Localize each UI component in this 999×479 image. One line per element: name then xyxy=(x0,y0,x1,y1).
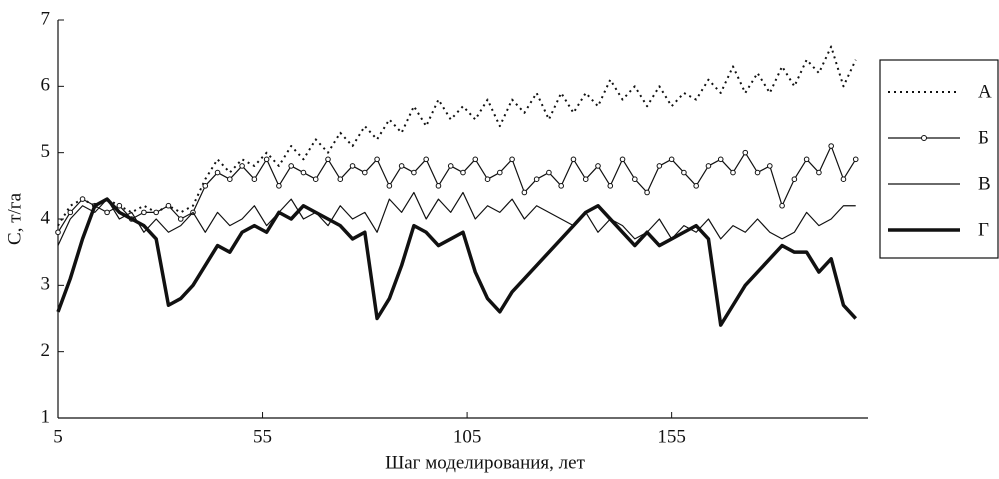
series-marker xyxy=(423,156,429,163)
legend-label: Г xyxy=(978,219,989,240)
series-marker xyxy=(668,156,675,163)
series-marker xyxy=(791,176,798,182)
series-marker xyxy=(276,183,282,189)
x-axis-label: Шаг моделирования, лет xyxy=(385,452,586,473)
series-line xyxy=(57,191,856,246)
series-marker xyxy=(472,156,479,163)
series-marker xyxy=(398,163,405,169)
series-marker xyxy=(435,183,442,189)
x-tick-label: 55 xyxy=(253,426,272,447)
y-tick-label: 6 xyxy=(41,75,51,96)
series-marker xyxy=(153,209,159,216)
series-marker xyxy=(595,163,601,169)
series-marker xyxy=(116,202,123,209)
series-marker xyxy=(177,216,184,222)
y-axis-label: C, т/га xyxy=(4,192,25,245)
series-marker xyxy=(693,183,699,189)
series-marker xyxy=(312,176,319,182)
series-marker xyxy=(509,156,515,163)
x-tick-label: 105 xyxy=(453,426,482,447)
series-marker xyxy=(214,169,221,176)
legend-marker xyxy=(921,135,927,141)
series-marker xyxy=(325,156,331,163)
series-line xyxy=(57,45,857,227)
series-marker xyxy=(533,176,540,182)
series-marker xyxy=(79,196,86,202)
series-marker xyxy=(582,176,589,182)
series-marker xyxy=(251,176,258,182)
series-marker xyxy=(803,156,810,163)
series-marker xyxy=(263,156,270,163)
series-marker xyxy=(705,163,712,169)
series-marker xyxy=(67,209,74,216)
series-marker xyxy=(411,169,417,176)
legend-box xyxy=(879,59,999,259)
series-line xyxy=(57,145,857,233)
series-marker xyxy=(300,169,307,176)
series-marker xyxy=(484,176,491,182)
series-marker xyxy=(730,169,736,176)
y-tick-label: 2 xyxy=(41,340,51,361)
series-marker xyxy=(754,169,761,176)
x-tick-label: 5 xyxy=(53,426,63,447)
series-marker xyxy=(288,163,294,169)
series-marker xyxy=(104,209,110,216)
series-marker xyxy=(141,209,147,216)
series-marker xyxy=(497,169,503,176)
series-marker xyxy=(202,183,209,189)
series-marker xyxy=(447,163,454,169)
x-tick-label: 155 xyxy=(657,426,686,447)
series-marker xyxy=(717,156,724,163)
legend-label: Б xyxy=(978,127,989,148)
series-marker xyxy=(374,156,380,163)
series-marker xyxy=(816,169,822,176)
series-marker xyxy=(570,156,577,163)
series-line xyxy=(56,197,858,327)
series-marker xyxy=(386,183,393,189)
series-marker xyxy=(767,163,773,169)
series-marker xyxy=(349,163,356,169)
y-tick-label: 3 xyxy=(41,274,51,295)
series-marker xyxy=(607,183,614,189)
series-marker xyxy=(227,176,233,182)
series-marker xyxy=(852,156,859,163)
y-tick-label: 1 xyxy=(41,406,51,427)
legend-label: В xyxy=(978,173,991,194)
y-tick-label: 4 xyxy=(41,207,51,228)
series-marker xyxy=(681,169,687,176)
series-marker xyxy=(558,183,564,189)
series-marker xyxy=(546,169,552,176)
series-marker xyxy=(239,163,245,169)
series-marker xyxy=(460,169,466,176)
series-marker xyxy=(165,202,172,209)
series-marker xyxy=(742,149,749,156)
series-marker xyxy=(779,202,785,209)
series-marker xyxy=(55,229,61,236)
series-marker xyxy=(644,189,650,196)
y-tick-label: 5 xyxy=(41,141,51,162)
y-tick-label: 7 xyxy=(41,8,51,29)
series-marker xyxy=(840,176,847,182)
series-marker xyxy=(521,189,528,196)
legend-label: А xyxy=(978,81,992,102)
series-marker xyxy=(828,143,834,149)
series-marker xyxy=(656,163,663,169)
series-marker xyxy=(337,176,344,182)
series-marker xyxy=(619,156,626,163)
series-marker xyxy=(362,169,368,176)
series-marker xyxy=(632,176,638,182)
